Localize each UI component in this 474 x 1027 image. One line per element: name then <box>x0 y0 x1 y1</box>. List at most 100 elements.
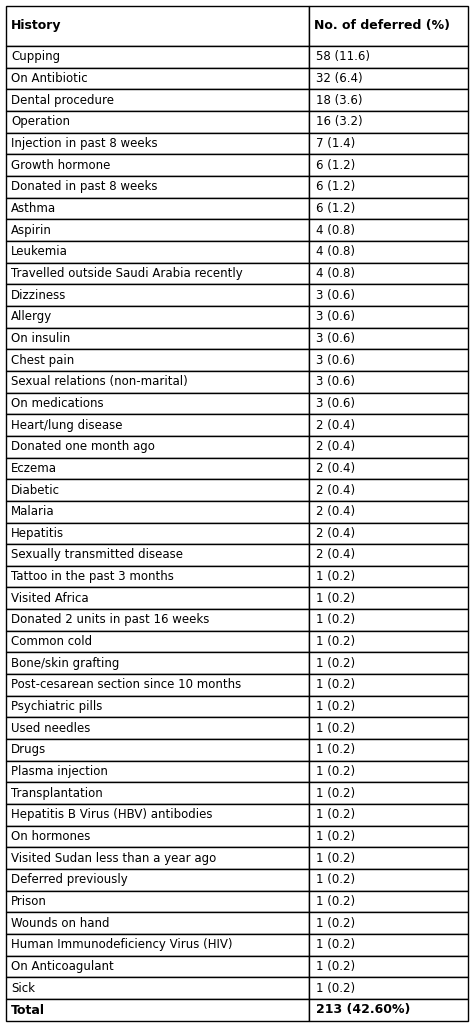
Bar <box>309 609 468 631</box>
Bar <box>309 306 468 328</box>
Text: 1 (0.2): 1 (0.2) <box>316 873 355 886</box>
Bar <box>309 89 468 111</box>
Text: 3 (0.6): 3 (0.6) <box>316 310 355 324</box>
Text: 3 (0.6): 3 (0.6) <box>316 289 355 302</box>
Text: Transplantation: Transplantation <box>11 787 103 800</box>
Bar <box>309 956 468 978</box>
Bar <box>309 241 468 263</box>
Text: Operation: Operation <box>11 115 70 128</box>
Bar <box>6 392 309 414</box>
Text: 2 (0.4): 2 (0.4) <box>316 527 355 540</box>
Bar <box>309 674 468 695</box>
Bar <box>6 934 309 956</box>
Bar <box>6 176 309 197</box>
Bar <box>309 783 468 804</box>
Bar <box>6 587 309 609</box>
Bar <box>6 718 309 739</box>
Text: 1 (0.2): 1 (0.2) <box>316 570 355 583</box>
Text: Leukemia: Leukemia <box>11 245 68 258</box>
Bar <box>6 435 309 457</box>
Bar <box>6 674 309 695</box>
Bar <box>6 501 309 523</box>
Bar <box>6 847 309 869</box>
Text: Used needles: Used needles <box>11 722 91 734</box>
Text: 6 (1.2): 6 (1.2) <box>316 202 355 215</box>
Bar <box>6 695 309 718</box>
Bar <box>309 566 468 587</box>
Bar <box>6 783 309 804</box>
Text: On Antibiotic: On Antibiotic <box>11 72 88 85</box>
Text: Malaria: Malaria <box>11 505 55 519</box>
Bar <box>309 132 468 154</box>
Bar <box>309 501 468 523</box>
Text: Tattoo in the past 3 months: Tattoo in the past 3 months <box>11 570 174 583</box>
Bar <box>309 371 468 392</box>
Text: 2 (0.4): 2 (0.4) <box>316 462 355 474</box>
Bar <box>6 89 309 111</box>
Text: Sexual relations (non-marital): Sexual relations (non-marital) <box>11 375 188 388</box>
Text: Dental procedure: Dental procedure <box>11 93 114 107</box>
Text: Donated in past 8 weeks: Donated in past 8 weeks <box>11 181 157 193</box>
Text: 1 (0.2): 1 (0.2) <box>316 808 355 822</box>
Text: 1 (0.2): 1 (0.2) <box>316 960 355 973</box>
Bar <box>6 999 309 1021</box>
Bar <box>309 154 468 176</box>
Text: Sick: Sick <box>11 982 35 995</box>
Text: 6 (1.2): 6 (1.2) <box>316 181 355 193</box>
Bar <box>309 847 468 869</box>
Text: 1 (0.2): 1 (0.2) <box>316 830 355 843</box>
Text: 6 (1.2): 6 (1.2) <box>316 158 355 172</box>
Text: 1 (0.2): 1 (0.2) <box>316 896 355 908</box>
Text: Cupping: Cupping <box>11 50 60 64</box>
Text: Asthma: Asthma <box>11 202 56 215</box>
Text: Donated one month ago: Donated one month ago <box>11 441 155 453</box>
Bar <box>6 154 309 176</box>
Text: Wounds on hand: Wounds on hand <box>11 917 109 929</box>
Text: Growth hormone: Growth hormone <box>11 158 110 172</box>
Text: Allergy: Allergy <box>11 310 52 324</box>
Bar <box>309 263 468 284</box>
Bar <box>309 587 468 609</box>
Text: Visited Africa: Visited Africa <box>11 592 89 605</box>
Bar <box>309 392 468 414</box>
Text: Drugs: Drugs <box>11 744 46 757</box>
Bar <box>309 457 468 480</box>
Bar <box>309 111 468 132</box>
Bar <box>6 523 309 544</box>
Bar <box>309 414 468 435</box>
Text: 3 (0.6): 3 (0.6) <box>316 396 355 410</box>
Bar <box>6 739 309 761</box>
Text: 1 (0.2): 1 (0.2) <box>316 679 355 691</box>
Bar <box>6 371 309 392</box>
Text: On medications: On medications <box>11 396 104 410</box>
Text: 1 (0.2): 1 (0.2) <box>316 787 355 800</box>
Text: 213 (42.60%): 213 (42.60%) <box>316 1003 410 1017</box>
Bar <box>309 523 468 544</box>
Text: Hepatitis: Hepatitis <box>11 527 64 540</box>
Bar <box>309 912 468 934</box>
Bar <box>309 6 468 46</box>
Text: 1 (0.2): 1 (0.2) <box>316 722 355 734</box>
Text: 1 (0.2): 1 (0.2) <box>316 982 355 995</box>
Text: Plasma injection: Plasma injection <box>11 765 108 778</box>
Text: Human Immunodeficiency Virus (HIV): Human Immunodeficiency Virus (HIV) <box>11 939 233 951</box>
Text: 2 (0.4): 2 (0.4) <box>316 484 355 496</box>
Text: 1 (0.2): 1 (0.2) <box>316 613 355 626</box>
Text: Hepatitis B Virus (HBV) antibodies: Hepatitis B Virus (HBV) antibodies <box>11 808 212 822</box>
Text: 1 (0.2): 1 (0.2) <box>316 939 355 951</box>
Bar <box>6 111 309 132</box>
Text: Deferred previously: Deferred previously <box>11 873 128 886</box>
Bar <box>6 306 309 328</box>
Bar <box>309 349 468 371</box>
Bar <box>309 46 468 68</box>
Text: Eczema: Eczema <box>11 462 57 474</box>
Text: 1 (0.2): 1 (0.2) <box>316 765 355 778</box>
Text: Heart/lung disease: Heart/lung disease <box>11 419 122 431</box>
Text: 16 (3.2): 16 (3.2) <box>316 115 362 128</box>
Bar <box>6 631 309 652</box>
Bar <box>309 435 468 457</box>
Bar <box>6 609 309 631</box>
Bar <box>309 652 468 674</box>
Bar <box>6 220 309 241</box>
Bar <box>6 197 309 220</box>
